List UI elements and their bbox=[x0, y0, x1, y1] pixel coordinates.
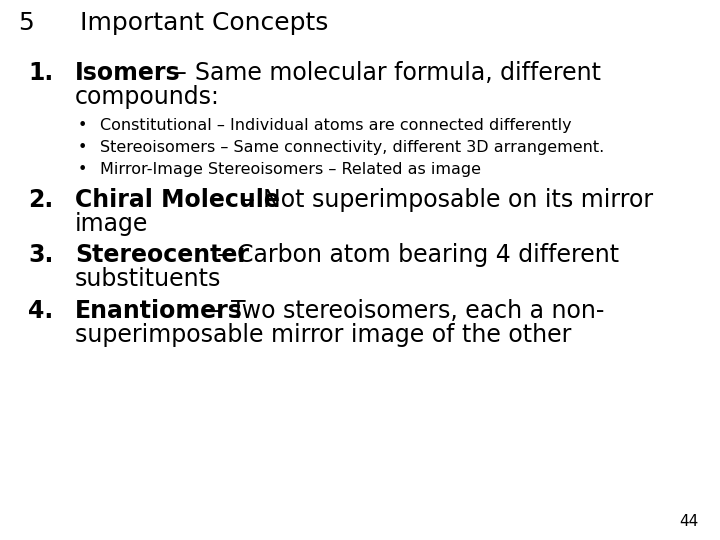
Text: –: – bbox=[243, 188, 255, 212]
Text: superimposable mirror image of the other: superimposable mirror image of the other bbox=[75, 323, 572, 347]
Text: Carbon atom bearing 4 different: Carbon atom bearing 4 different bbox=[237, 243, 619, 267]
Text: Isomers: Isomers bbox=[75, 61, 181, 85]
Text: •: • bbox=[78, 140, 87, 155]
Text: substituents: substituents bbox=[75, 267, 221, 291]
Text: Mirror-Image Stereoisomers – Related as image: Mirror-Image Stereoisomers – Related as … bbox=[100, 162, 481, 177]
Text: Enantiomers: Enantiomers bbox=[75, 299, 243, 323]
Text: Same molecular formula, different: Same molecular formula, different bbox=[195, 61, 601, 85]
Text: –: – bbox=[175, 61, 186, 85]
Text: •: • bbox=[78, 162, 87, 177]
Text: compounds:: compounds: bbox=[75, 85, 220, 109]
Text: 3.: 3. bbox=[28, 243, 53, 267]
Text: •: • bbox=[78, 118, 87, 133]
Text: image: image bbox=[75, 212, 148, 236]
Text: 2.: 2. bbox=[28, 188, 53, 212]
Text: –: – bbox=[211, 299, 222, 323]
Text: Two stereoisomers, each a non-: Two stereoisomers, each a non- bbox=[231, 299, 604, 323]
Text: Chiral Molecule: Chiral Molecule bbox=[75, 188, 280, 212]
Text: 4.: 4. bbox=[28, 299, 53, 323]
Text: 1.: 1. bbox=[28, 61, 53, 85]
Text: Stereoisomers – Same connectivity, different 3D arrangement.: Stereoisomers – Same connectivity, diffe… bbox=[100, 140, 604, 155]
Text: Stereocenter: Stereocenter bbox=[75, 243, 249, 267]
Text: Important Concepts: Important Concepts bbox=[80, 11, 328, 35]
Text: 44: 44 bbox=[679, 514, 698, 529]
Text: Not superimposable on its mirror: Not superimposable on its mirror bbox=[263, 188, 653, 212]
Text: –: – bbox=[217, 243, 229, 267]
Text: Constitutional – Individual atoms are connected differently: Constitutional – Individual atoms are co… bbox=[100, 118, 572, 133]
Text: 5: 5 bbox=[18, 11, 34, 35]
